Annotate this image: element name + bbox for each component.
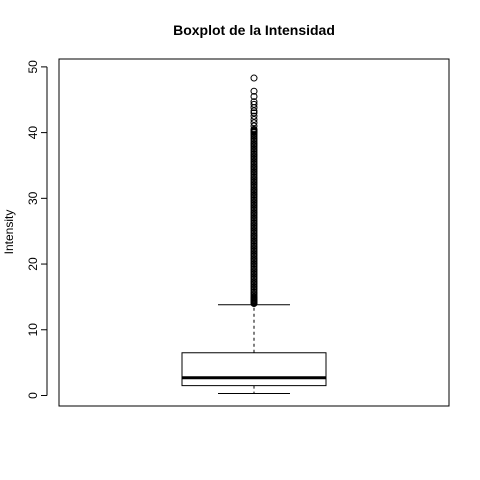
plot-frame (58, 58, 450, 407)
y-tick-label-2: 20 (26, 257, 40, 271)
y-tick-label-3: 30 (26, 191, 40, 205)
outlier-point-116 (250, 112, 258, 120)
outlier-point-118 (250, 107, 258, 115)
outlier-point-114 (250, 119, 258, 127)
outlier-point-123 (250, 87, 258, 95)
outlier-point-112 (250, 125, 258, 133)
outlier-point-122 (250, 92, 258, 100)
outlier-point-117 (250, 109, 258, 117)
box-group (181, 304, 327, 395)
outlier-point-113 (250, 122, 258, 130)
y-tick-label-0: 0 (26, 392, 40, 399)
y-tick-label-5: 50 (26, 60, 40, 74)
y-axis-label: Intensity (2, 210, 16, 255)
chart-title: Boxplot de la Intensidad (173, 22, 335, 38)
outlier-points (250, 74, 258, 307)
outlier-point-121 (250, 98, 258, 106)
y-tick-label-1: 10 (26, 323, 40, 337)
y-axis: 0 10 20 30 40 50 (26, 60, 48, 399)
outlier-point-115 (250, 115, 258, 123)
outlier-point-120 (250, 100, 258, 108)
y-tick-label-4: 40 (26, 126, 40, 140)
outlier-point-124 (250, 74, 258, 82)
iqr-box (181, 352, 327, 387)
